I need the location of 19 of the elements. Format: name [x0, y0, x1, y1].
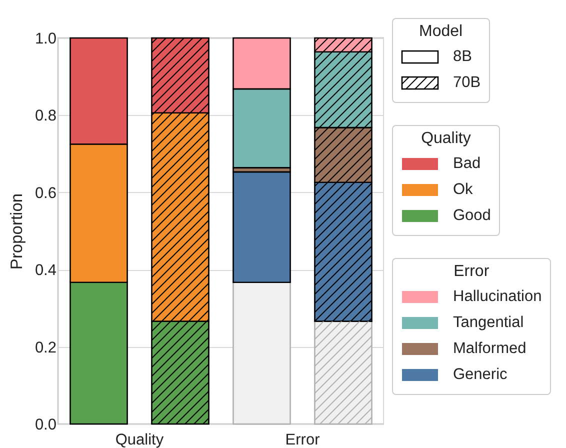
legend-label: Good: [453, 207, 491, 225]
y-tick-label: 0.2: [34, 339, 56, 356]
legend-label: Malformed: [453, 340, 526, 358]
category-label: Quality: [421, 130, 471, 147]
y-tick-label: 0.6: [34, 184, 56, 202]
legend-label: Hallucination: [453, 288, 542, 306]
legend-label: Generic: [453, 366, 508, 384]
legend-title: Model: [418, 23, 464, 41]
y-tick-label: 0.8: [34, 108, 56, 125]
legend-label: 70B: [453, 74, 481, 92]
legend-label: Tangential: [453, 314, 524, 332]
legend-label: Ok: [453, 181, 473, 199]
y-tick-label: 0.0: [34, 416, 57, 434]
legend-label: Bad: [453, 155, 481, 173]
category-label: Error: [454, 263, 490, 280]
y-tick-label: 1.0: [34, 30, 57, 48]
y-axis-title: Proportion: [8, 193, 26, 270]
legend-label: 8B: [453, 48, 472, 66]
y-tick-label: 0.4: [34, 262, 57, 280]
